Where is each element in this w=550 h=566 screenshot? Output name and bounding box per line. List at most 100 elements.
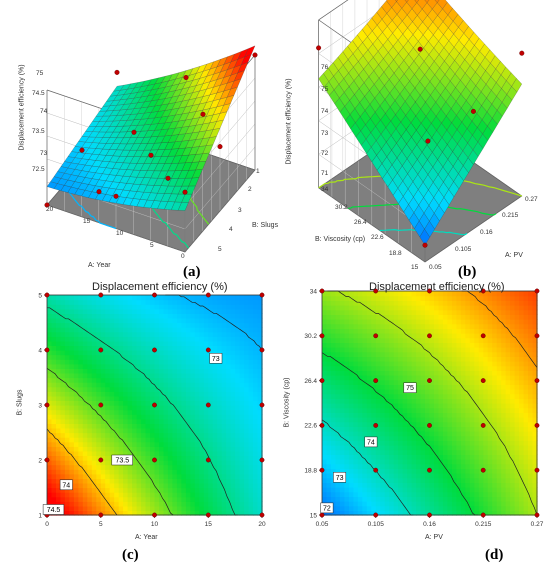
heat-cell-d xyxy=(460,328,466,334)
heat-cell-d xyxy=(460,384,466,390)
heat-cell-c xyxy=(123,336,129,342)
heat-cell-d xyxy=(384,347,390,353)
heat-cell-c xyxy=(60,423,66,429)
heat-cell-d xyxy=(438,319,444,325)
heat-cell-d xyxy=(465,398,471,404)
heat-cell-c xyxy=(87,473,93,479)
heat-cell-c xyxy=(203,395,209,401)
heat-cell-d xyxy=(362,295,368,301)
heat-cell-d xyxy=(326,295,332,301)
heat-cell-c xyxy=(159,299,165,305)
heat-cell-c xyxy=(109,368,115,374)
heat-cell-c xyxy=(226,354,232,360)
heat-cell-d xyxy=(438,496,444,502)
heat-cell-c xyxy=(239,395,245,401)
heat-cell-d xyxy=(362,449,368,455)
surface-facet-b xyxy=(386,0,397,8)
heat-cell-d xyxy=(411,496,417,502)
heat-cell-d xyxy=(469,398,475,404)
heat-cell-c xyxy=(136,510,142,516)
heat-cell-d xyxy=(326,491,332,497)
heat-cell-c xyxy=(60,313,66,319)
heat-cell-d xyxy=(375,435,381,441)
heat-cell-c xyxy=(114,391,120,397)
heat-cell-c xyxy=(181,372,187,379)
heat-cell-d xyxy=(348,347,354,353)
heat-cell-c xyxy=(100,359,106,365)
heat-cell-c xyxy=(217,350,223,356)
heat-cell-c xyxy=(73,409,79,415)
heat-cell-c xyxy=(145,340,151,346)
heat-cell-c xyxy=(78,414,84,420)
heat-cell-c xyxy=(239,496,245,502)
heat-cell-c xyxy=(78,450,84,456)
heat-cell-d xyxy=(434,477,440,483)
heat-cell-c xyxy=(69,391,75,397)
heat-cell-c xyxy=(221,336,227,342)
heat-cell-d xyxy=(326,333,332,339)
heat-cell-d xyxy=(460,407,466,413)
heat-cell-c xyxy=(221,382,227,388)
heat-cell-c xyxy=(244,395,250,401)
heat-cell-c xyxy=(132,327,138,333)
heat-cell-c xyxy=(150,313,156,319)
heat-cell-c xyxy=(167,450,173,456)
heat-cell-d xyxy=(366,347,372,353)
heat-cell-d xyxy=(438,328,444,334)
heat-cell-d xyxy=(447,393,453,399)
heat-cell-c xyxy=(239,469,245,475)
heat-cell-c xyxy=(60,359,66,365)
heat-cell-c xyxy=(230,469,236,475)
heat-cell-c xyxy=(208,487,214,493)
heat-cell-c xyxy=(118,469,124,475)
heat-cell-c xyxy=(203,510,209,516)
heat-cell-c xyxy=(212,327,218,333)
y-tick-b-3: 26.4 xyxy=(354,219,367,226)
heat-cell-c xyxy=(51,363,57,369)
heat-cell-c xyxy=(64,501,70,507)
heat-cell-c xyxy=(167,331,173,337)
heat-cell-d xyxy=(393,431,399,437)
heat-cell-c xyxy=(150,455,156,461)
heat-cell-d xyxy=(420,365,426,371)
heat-cell-d xyxy=(398,314,404,320)
heat-cell-d xyxy=(371,351,377,357)
heat-cell-c xyxy=(73,464,79,470)
heat-cell-c xyxy=(127,295,133,301)
heat-cell-c xyxy=(199,437,205,443)
heat-cell-c xyxy=(194,395,200,401)
heat-cell-d xyxy=(353,295,359,301)
heat-cell-d xyxy=(335,412,341,418)
heat-cell-d xyxy=(438,431,444,437)
heat-cell-d xyxy=(362,314,368,320)
heat-cell-c xyxy=(217,414,223,420)
heat-cell-d xyxy=(331,440,337,446)
heat-cell-d xyxy=(429,398,435,404)
heat-cell-d xyxy=(339,496,345,502)
heat-cell-c xyxy=(239,336,245,342)
heat-cell-d xyxy=(371,361,377,367)
heat-cell-c xyxy=(132,505,138,511)
heat-cell-c xyxy=(221,473,227,479)
heat-cell-d xyxy=(429,314,435,320)
heat-cell-c xyxy=(100,492,106,498)
heat-cell-c xyxy=(239,377,245,383)
heat-cell-d xyxy=(474,505,480,511)
heat-cell-c xyxy=(159,482,165,489)
heat-cell-d xyxy=(429,459,435,465)
heat-cell-d xyxy=(371,505,377,511)
heat-cell-c xyxy=(123,427,129,434)
heat-cell-c xyxy=(82,464,88,470)
heat-cell-d xyxy=(438,477,444,483)
heat-cell-c xyxy=(64,317,70,324)
heat-cell-c xyxy=(64,496,70,502)
heat-cell-c xyxy=(64,345,70,351)
heat-cell-c xyxy=(150,327,156,333)
heat-cell-d xyxy=(331,421,337,427)
heat-cell-c xyxy=(212,363,218,369)
heat-cell-d xyxy=(402,328,408,334)
heat-cell-d xyxy=(371,370,377,376)
heat-cell-c xyxy=(253,331,259,337)
heat-cell-c xyxy=(51,340,57,346)
heat-cell-c xyxy=(141,492,147,498)
